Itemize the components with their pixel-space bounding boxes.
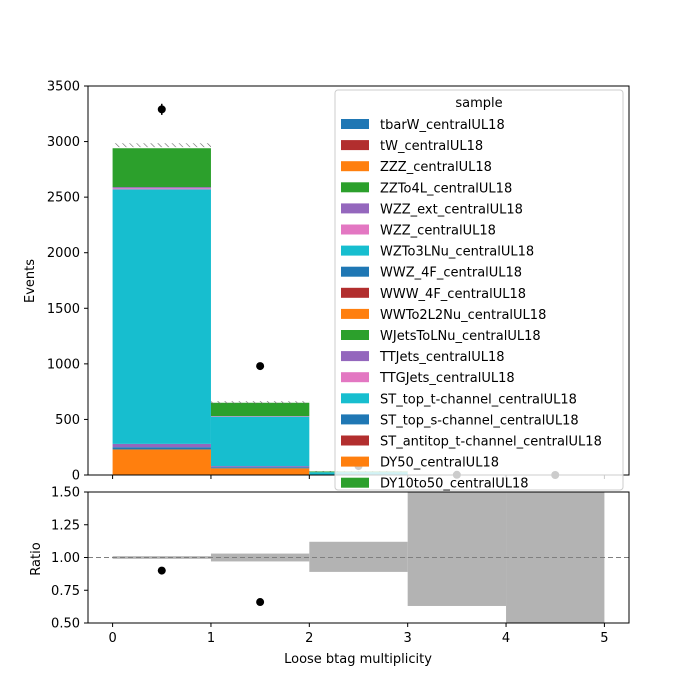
legend-entry-label: WWTo2L2Nu_centralUL18	[380, 308, 546, 323]
ratio-uncertainty-band	[309, 541, 408, 572]
legend-swatch	[341, 140, 369, 151]
ratio-point	[157, 566, 166, 575]
ratio-x-tick-label: 2	[305, 631, 313, 646]
legend-entry-label: ZZTo4L_centralUL18	[380, 181, 512, 196]
legend-swatch	[341, 477, 369, 488]
legend-entry-label: WWW_4F_centralUL18	[380, 287, 526, 302]
legend-entry-label: WJetsToLNu_centralUL18	[380, 329, 541, 344]
stack-bar-segment	[210, 416, 310, 467]
legend-swatch	[341, 308, 369, 319]
ratio-y-tick-label: 1.00	[51, 551, 80, 566]
legend-swatch	[341, 351, 369, 362]
stack-bar-segment	[112, 187, 211, 189]
ratio-point	[256, 598, 265, 607]
data-point	[256, 362, 265, 371]
y-tick-label: 1500	[47, 302, 80, 317]
ratio-y-tick-label: 1.25	[51, 518, 80, 533]
legend-swatch	[341, 266, 369, 277]
ratio-y-tick-label: 1.50	[51, 486, 80, 501]
stack-bar-segment	[210, 466, 310, 468]
y-tick-label: 2000	[47, 246, 80, 261]
legend-entry-label: TTJets_centralUL18	[379, 350, 505, 365]
legend-swatch	[341, 203, 369, 214]
legend-entry-label: TTGJets_centralUL18	[379, 371, 515, 386]
legend-swatch	[341, 161, 369, 172]
stack-bar-segment	[112, 447, 211, 450]
legend-swatch	[341, 287, 369, 298]
ratio-uncertainty-band	[407, 492, 507, 606]
legend-entry-label: DY50_centralUL18	[380, 456, 499, 471]
main-y-axis-label: Events	[23, 259, 38, 303]
stack-bar-segment	[112, 449, 211, 475]
main-plot: 0 500 1000 1500 2000 2500 3000 3500	[47, 80, 630, 484]
x-axis-label: Loose btag multiplicity	[284, 652, 432, 667]
data-point	[157, 105, 166, 114]
legend-swatch	[341, 414, 369, 425]
legend-entry-label: DY10to50_centralUL18	[380, 477, 529, 492]
legend-entry-label: tW_centralUL18	[380, 139, 483, 154]
ratio-x-tick-label: 5	[600, 631, 608, 646]
legend-swatch	[341, 435, 369, 446]
legend-entry-label: WZTo3LNu_centralUL18	[380, 245, 534, 260]
ratio-x-tick-label: 3	[404, 631, 412, 646]
stack-bar-segment	[112, 189, 211, 444]
ratio-y-tick-label: 0.75	[51, 584, 80, 599]
stack-bar-segment	[210, 468, 310, 475]
stack-bar-segment	[210, 416, 310, 417]
legend-entry-label: ZZZ_centralUL18	[380, 160, 492, 175]
ratio-y-axis-label: Ratio	[29, 542, 44, 575]
legend-swatch	[341, 393, 369, 404]
legend-swatch	[341, 224, 369, 235]
legend-entry-label: WZZ_ext_centralUL18	[380, 202, 523, 217]
legend-entry-label: ST_top_s-channel_centralUL18	[380, 413, 579, 428]
legend-title: sample	[455, 96, 502, 111]
ratio-x-tick-label: 1	[207, 631, 215, 646]
legend: sample tbarW_centralUL18 tW_centralUL18 ZZZ…	[334, 89, 624, 492]
y-tick-label: 2500	[47, 191, 80, 206]
legend-swatch	[341, 119, 369, 129]
mc-uncertainty-hatch	[112, 143, 211, 148]
legend-entry-label: WZZ_centralUL18	[380, 224, 496, 239]
stack-bar-segment	[112, 188, 211, 190]
legend-swatch	[341, 372, 369, 383]
legend-swatch	[341, 456, 369, 467]
stack-bar-segment	[112, 443, 211, 448]
legend-entry-label: ST_antitop_t-channel_centralUL18	[380, 435, 602, 450]
y-tick-label: 3000	[47, 135, 80, 150]
ratio-x-tick-label: 0	[108, 631, 116, 646]
y-tick-label: 500	[55, 413, 80, 428]
mc-uncertainty-hatch	[210, 401, 310, 404]
legend-swatch	[341, 245, 369, 256]
y-tick-label: 1000	[47, 357, 80, 372]
legend-entry-label: tbarW_centralUL18	[380, 118, 505, 133]
legend-box	[334, 89, 624, 491]
y-tick-label: 0	[72, 469, 80, 484]
legend-swatch	[341, 330, 369, 340]
stack-bar-segment	[112, 148, 211, 188]
ratio-x-tick-label: 4	[502, 631, 510, 646]
stack-bar-segment	[210, 402, 310, 417]
legend-swatch	[341, 182, 369, 193]
ratio-plot: 0.50 0.75 1.00 1.25 1.50 0 1 2 3 4 5	[51, 486, 630, 646]
ratio-y-tick-label: 0.50	[51, 617, 80, 632]
legend-entry-label: WWZ_4F_centralUL18	[380, 266, 522, 281]
y-tick-label: 3500	[47, 80, 80, 95]
stack-bar-segment	[210, 467, 310, 469]
legend-entry-label: ST_top_t-channel_centralUL18	[380, 392, 577, 407]
